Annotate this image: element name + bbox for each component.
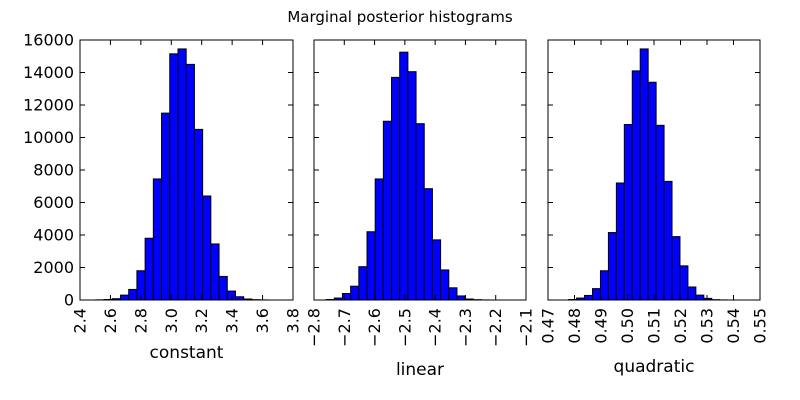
figure-title: Marginal posterior histograms: [287, 8, 512, 26]
histogram-bar: [382, 120, 393, 301]
histogram-bar: [226, 290, 236, 301]
y-tick-label: 4000: [33, 226, 74, 245]
histogram-bar: [169, 53, 179, 301]
x-tick-label: 3.6: [253, 308, 272, 333]
histogram-bar: [695, 294, 705, 301]
histogram-bar: [358, 266, 368, 301]
histogram-bar: [631, 70, 641, 301]
histogram-bar: [193, 128, 204, 301]
histogram-bar: [391, 76, 401, 301]
histogram-bar: [202, 195, 212, 301]
x-tick-label: 0.48: [565, 308, 584, 344]
x-tick-label: 2.6: [101, 308, 120, 333]
x-tick-label: −2.7: [335, 308, 354, 347]
x-tick-label: 2.4: [71, 308, 90, 333]
x-tick-label: 3.4: [223, 308, 242, 333]
histogram-bar: [615, 182, 625, 301]
x-tick-label: 0.47: [539, 308, 558, 344]
histogram-bar: [655, 124, 665, 301]
y-tick-label: 8000: [33, 161, 74, 180]
histogram-bar: [671, 236, 681, 301]
histogram-bar: [639, 48, 649, 301]
panel-linear: −2.8 −2.7 −2.6 −2.5 −2.4 −2.3 −2.2 −2.1 linear: [305, 39, 536, 380]
histogram-bar: [128, 288, 138, 301]
histogram-bar: [366, 231, 376, 301]
x-tick-label: 0.51: [645, 308, 664, 344]
histogram-bar: [185, 63, 195, 301]
histogram-bar: [423, 188, 433, 301]
histogram-bar: [592, 288, 601, 301]
histogram-bar: [218, 275, 228, 301]
x-tick-label: 0.53: [698, 308, 717, 344]
histogram-bar: [456, 295, 466, 301]
histogram-bar: [687, 286, 697, 301]
x-tick-label: −2.4: [426, 308, 445, 347]
histogram-bar: [607, 232, 617, 301]
x-tick-label: −2.1: [517, 308, 536, 347]
y-tick-label: 16000: [23, 31, 74, 50]
x-tick-label: 0.54: [724, 308, 743, 344]
x-tick-label: 3.2: [192, 308, 211, 333]
y-tick-label: 12000: [23, 96, 74, 115]
x-tick-label: 0.49: [592, 308, 611, 344]
histogram-bar: [623, 124, 633, 301]
histogram-bar: [647, 81, 657, 301]
histogram-bar: [431, 239, 442, 301]
x-tick-label: 2.8: [131, 308, 150, 333]
x-tick-label: 0.52: [671, 308, 690, 344]
x-tick-label: −2.3: [456, 308, 475, 347]
y-tick-label: 14000: [23, 63, 74, 82]
histogram-bar: [599, 270, 609, 301]
x-tick-label: 3.0: [162, 308, 181, 333]
histogram-bar: [407, 71, 417, 301]
histogram-bar: [161, 112, 171, 301]
x-axis-label: quadratic: [614, 357, 695, 377]
x-tick-label: 0.55: [751, 308, 770, 344]
x-tick-label: 3.8: [284, 308, 303, 333]
histogram-bar: [177, 48, 187, 301]
x-axis-label: linear: [396, 360, 444, 380]
x-tick-label: −2.5: [395, 308, 414, 347]
histogram-bar: [440, 269, 450, 301]
y-tick-label: 2000: [33, 258, 74, 277]
histogram-bar: [152, 178, 163, 301]
x-axis-label: constant: [150, 343, 224, 363]
histogram-bar: [119, 294, 130, 301]
histogram-bar: [663, 180, 673, 301]
histogram-bar: [374, 178, 384, 301]
histogram-panels: 2.4 2.6 2.8 3.0 3.2 3.4 3.6 3.8 0 2000 4000 6000 800…: [23, 31, 769, 381]
y-tick-label: 6000: [33, 193, 74, 212]
x-tick-label: −2.8: [305, 308, 324, 347]
x-tick-label: 0.50: [618, 308, 637, 344]
histogram-bar: [341, 293, 352, 301]
histogram-bar: [415, 123, 425, 301]
histogram-bar: [144, 237, 154, 301]
y-tick-label: 10000: [23, 128, 74, 147]
histogram-bar: [350, 285, 360, 301]
histogram-bar: [584, 294, 594, 301]
histogram-bar: [210, 243, 220, 301]
x-tick-label: −2.6: [365, 308, 384, 347]
panel-quadratic: 0.47 0.48 0.49 0.50 0.51 0.52 0.53 0.54 0.55 quad…: [539, 39, 770, 377]
panel-constant: 2.4 2.6 2.8 3.0 3.2 3.4 3.6 3.8 0 2000 4000 6000 800…: [23, 31, 302, 364]
histogram-bar: [448, 287, 458, 301]
histogram-bar: [679, 265, 689, 301]
y-tick-label: 0: [64, 291, 74, 310]
histogram-bar: [399, 51, 409, 301]
x-tick-label: −2.2: [486, 308, 505, 347]
